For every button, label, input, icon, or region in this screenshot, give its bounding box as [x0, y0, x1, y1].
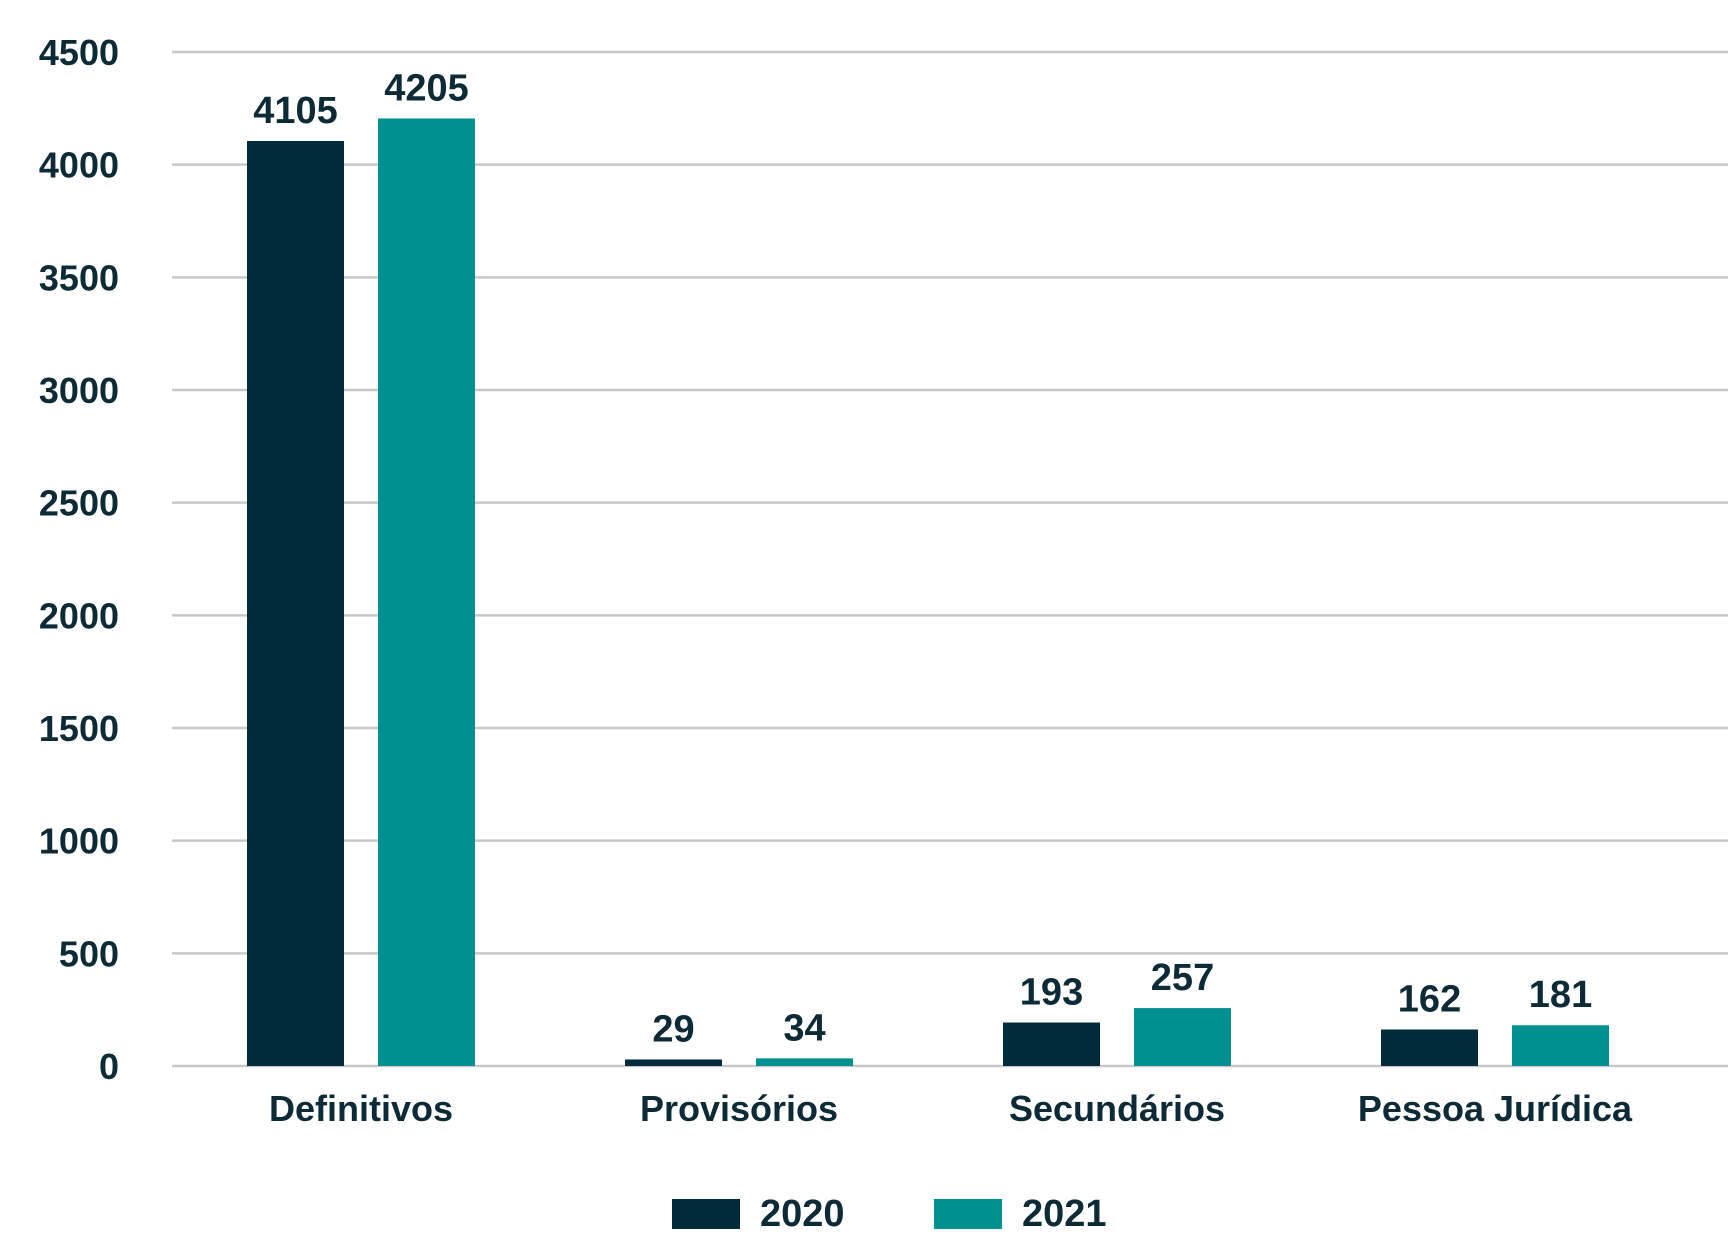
y-tick-label: 2000: [39, 595, 119, 636]
legend-swatch: [934, 1199, 1002, 1229]
x-tick-label: Definitivos: [269, 1088, 453, 1129]
y-tick-label: 500: [59, 933, 119, 974]
bar-2020-secundários: [1003, 1022, 1100, 1066]
x-axis-category-labels: Definitivos Provisórios Secundários Pessoa …: [269, 1088, 1633, 1129]
y-tick-label: 0: [99, 1046, 119, 1087]
data-label: 4205: [384, 67, 469, 109]
data-label: 162: [1398, 978, 1461, 1020]
x-tick-label: Secundários: [1009, 1088, 1225, 1129]
y-tick-label: 3500: [39, 257, 119, 298]
y-tick-label: 4500: [39, 32, 119, 73]
y-tick-label: 1000: [39, 821, 119, 862]
bar-2021-pessoa-jurídica: [1512, 1025, 1609, 1066]
data-labels: 4105 4205 29 34 193 257 162 181: [253, 67, 1592, 1050]
y-tick-label: 4000: [39, 145, 119, 186]
y-axis-tick-labels: 0 500 1000 1500 2000 2500 3000 3500 4000 4500: [39, 32, 119, 1087]
data-label: 257: [1151, 957, 1214, 999]
bar-2021-secundários: [1134, 1008, 1231, 1066]
data-label: 181: [1529, 974, 1592, 1016]
y-tick-label: 1500: [39, 708, 119, 749]
data-label: 193: [1020, 972, 1083, 1014]
bars: [247, 118, 1609, 1067]
bar-2021-provisórios: [756, 1058, 853, 1066]
legend: 2020 2021: [672, 1193, 1107, 1234]
bar-2020-pessoa-jurídica: [1381, 1029, 1478, 1066]
y-tick-label: 2500: [39, 483, 119, 524]
legend-label: 2020: [760, 1193, 845, 1229]
data-label: 29: [652, 1008, 694, 1050]
x-tick-label: Pessoa Jurídica: [1358, 1088, 1633, 1129]
bar-2021-definitivos: [378, 118, 475, 1067]
legend-label: 2021: [1022, 1193, 1107, 1229]
x-tick-label: Provisórios: [640, 1088, 838, 1129]
y-tick-label: 3000: [39, 370, 119, 411]
legend-swatch: [672, 1199, 740, 1229]
data-label: 34: [783, 1007, 825, 1049]
bar-2020-provisórios: [625, 1059, 722, 1066]
data-label: 4105: [253, 90, 338, 132]
bar-2020-definitivos: [247, 141, 344, 1067]
